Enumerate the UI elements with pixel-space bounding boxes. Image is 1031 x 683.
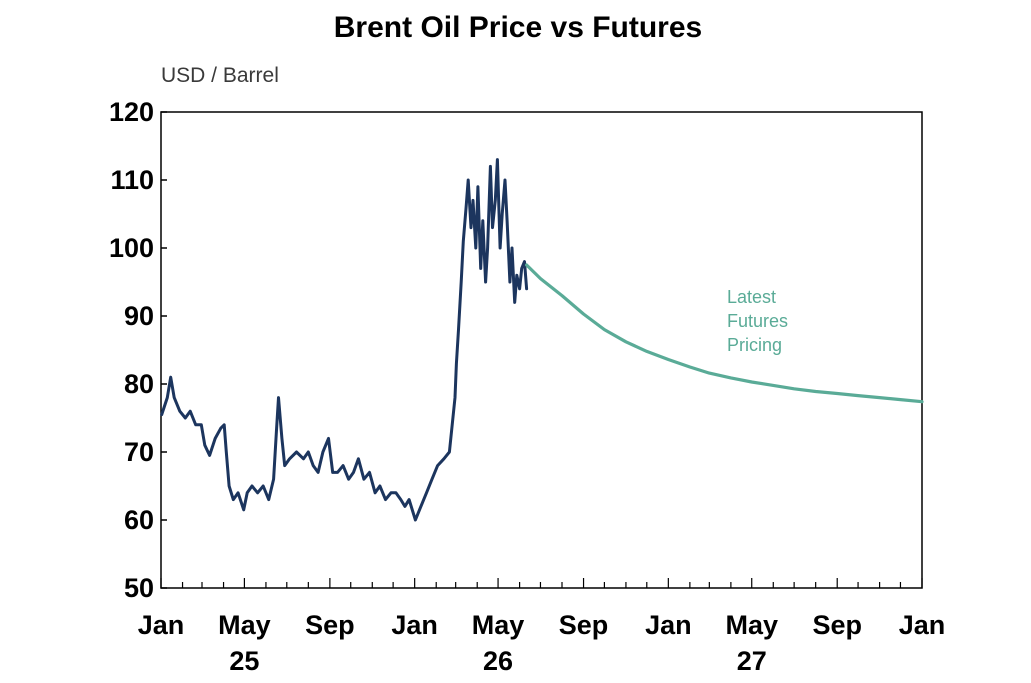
x-tick-label: May: [725, 610, 778, 640]
x-tick-label: May: [472, 610, 525, 640]
annotation-line: Futures: [727, 311, 788, 331]
x-tick-label: Sep: [812, 610, 862, 640]
y-axis-unit-label: USD / Barrel: [161, 64, 279, 87]
y-tick-label: 80: [124, 369, 154, 399]
chart-title: Brent Oil Price vs Futures: [334, 11, 702, 44]
y-tick-label: 70: [124, 437, 154, 467]
x-tick-label: Sep: [559, 610, 609, 640]
futures-annotation: Latest Futures Pricing: [727, 287, 793, 355]
y-tick-label: 60: [124, 505, 154, 535]
plot-frame: [160, 111, 923, 589]
x-tick-label: May: [218, 610, 271, 640]
series-layer: [160, 158, 924, 522]
y-axis: 50 60 70 80 90 100 110 120: [109, 97, 167, 603]
year-label: 26: [483, 646, 513, 676]
y-tick-label: 120: [109, 97, 154, 127]
brent-spot-line: [160, 158, 529, 522]
y-tick-label: 50: [124, 573, 154, 603]
x-tick-label: Jan: [138, 610, 185, 640]
y-tick-label: 110: [110, 165, 154, 195]
year-label: 25: [229, 646, 259, 676]
y-tick-label: 90: [124, 301, 154, 331]
x-tick-label: Jan: [645, 610, 692, 640]
y-tick-label: 100: [109, 233, 154, 263]
futures-pricing-line: [524, 263, 924, 404]
x-tick-label: Sep: [305, 610, 355, 640]
annotation-line: Latest: [727, 287, 776, 307]
x-tick-label: Jan: [391, 610, 438, 640]
annotation-line: Pricing: [727, 335, 782, 355]
year-label: 27: [737, 646, 767, 676]
x-tick-label: Jan: [899, 610, 946, 640]
x-axis: Jan May Sep Jan May Sep Jan May Sep Jan 25 26 27: [138, 578, 946, 676]
